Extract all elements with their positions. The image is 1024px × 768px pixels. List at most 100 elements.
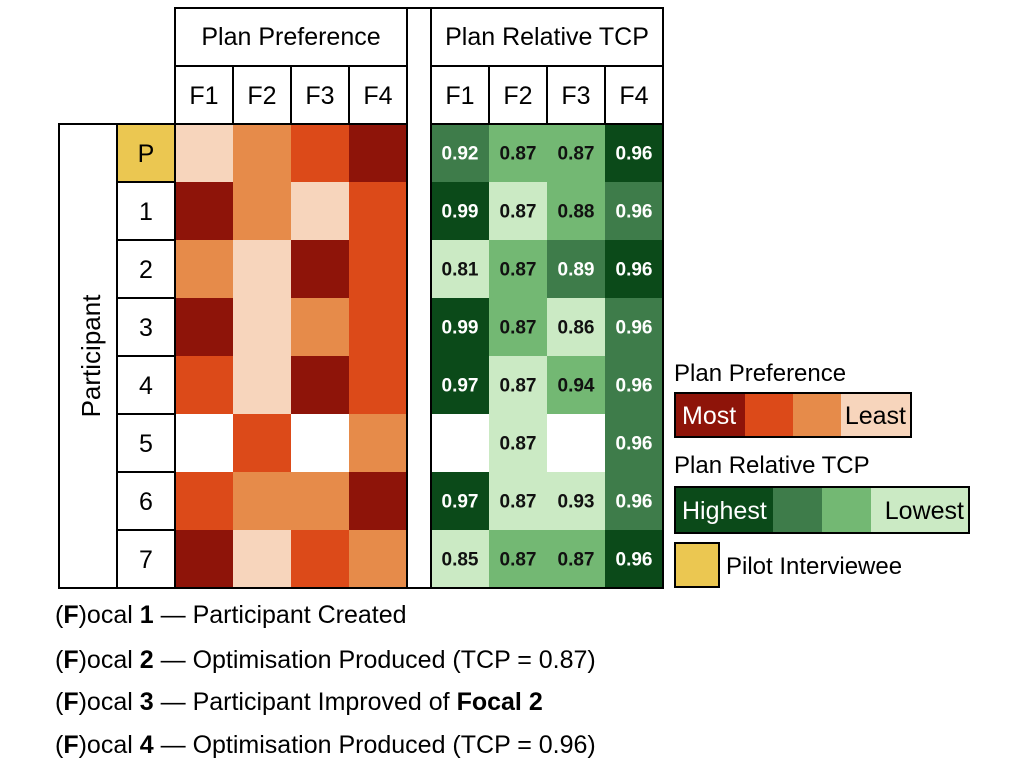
legend-tcp-lowest-label: Lowest xyxy=(884,497,964,525)
row-label-cell xyxy=(116,355,176,415)
legend-pref-second-swatch xyxy=(744,394,793,436)
preference-cell xyxy=(175,530,233,588)
tcp-cell xyxy=(547,356,605,414)
preference-cell xyxy=(349,182,407,240)
tcp-cell xyxy=(605,472,663,530)
row-label: 1 xyxy=(139,198,153,226)
footnote-part: ( xyxy=(55,688,64,716)
footnote-part: )ocal xyxy=(78,646,140,674)
tcp-value-label: 0.87 xyxy=(500,550,537,571)
footnote-part: Focal 2 xyxy=(456,688,543,716)
tcp-cell xyxy=(431,356,489,414)
preference-cell xyxy=(291,472,349,530)
legend-preference-title: Plan Preference xyxy=(674,360,847,387)
tcp-cell xyxy=(431,182,489,240)
preference-cell xyxy=(349,298,407,356)
tcp-cell xyxy=(605,298,663,356)
tcp-cell xyxy=(431,240,489,298)
preference-cell xyxy=(291,182,349,240)
tcp-value-label: 0.87 xyxy=(500,492,537,513)
footnote-part: F xyxy=(63,601,79,629)
tcp-cell xyxy=(605,530,663,588)
preference-cell xyxy=(291,240,349,298)
tcp-value-label: 0.94 xyxy=(558,376,595,397)
footnote-part: Participant Created xyxy=(192,601,407,629)
tcp-cell xyxy=(489,414,547,472)
tcp-value-label: 0.87 xyxy=(558,144,595,165)
legend-pref-least-swatch: Least xyxy=(841,394,910,436)
legend-pilot-label: Pilot Interviewee xyxy=(726,553,903,580)
tcp-cell xyxy=(431,298,489,356)
footnote-part: — xyxy=(153,646,193,674)
group-title: Plan Relative TCP xyxy=(445,23,649,51)
preference-cell xyxy=(291,356,349,414)
footnote-part: ( xyxy=(55,601,64,629)
tcp-value-label: 0.85 xyxy=(442,550,479,571)
tcp-value-label: 0.81 xyxy=(442,260,479,281)
preference-cell xyxy=(349,356,407,414)
tcp-value-label: 0.87 xyxy=(500,318,537,339)
tcp-value-label: 0.87 xyxy=(500,376,537,397)
preference-cell xyxy=(175,356,233,414)
preference-cell xyxy=(291,530,349,588)
tcp-value-label: 0.88 xyxy=(558,202,595,223)
tcp-cell xyxy=(431,530,489,588)
tcp-cell xyxy=(489,124,547,182)
preference-cell xyxy=(175,298,233,356)
legend-tcp-third-swatch xyxy=(822,488,871,532)
row-label-cell xyxy=(116,529,176,589)
tcp-cell xyxy=(547,240,605,298)
preference-cell xyxy=(349,124,407,182)
footnote-part: )ocal xyxy=(78,601,140,629)
footnote-part: )ocal xyxy=(78,731,140,759)
legend-tcp-highest-label: Highest xyxy=(682,497,767,525)
column-label: F1 xyxy=(445,82,474,110)
tcp-cell xyxy=(605,182,663,240)
preference-cell xyxy=(233,124,291,182)
tcp-cell xyxy=(489,298,547,356)
preference-cell xyxy=(175,472,233,530)
tcp-cell xyxy=(489,530,547,588)
footnote-part: 3 xyxy=(139,688,154,716)
footnote-line: (F)ocal 4 — Optimisation Produced (TCP =… xyxy=(55,731,596,759)
tcp-value-label: 0.97 xyxy=(442,492,479,513)
tcp-cell xyxy=(489,356,547,414)
preference-cell xyxy=(349,530,407,588)
tcp-value-label: 0.96 xyxy=(616,376,653,397)
row-label-cell xyxy=(116,297,176,357)
footnote-part: Participant Improved of xyxy=(192,688,457,716)
tcp-value-label: 0.96 xyxy=(616,202,653,223)
tcp-value-label: 0.93 xyxy=(558,492,595,513)
footnote-part: — xyxy=(153,688,193,716)
footnote-part: — xyxy=(153,601,193,629)
tcp-value-label: 0.89 xyxy=(558,260,595,281)
footnote-line: (F)ocal 3 — Participant Improved of Foca… xyxy=(55,688,543,716)
preference-cell xyxy=(233,298,291,356)
tcp-value-label: 0.87 xyxy=(500,202,537,223)
tcp-cell xyxy=(605,124,663,182)
preference-cell xyxy=(175,240,233,298)
row-label-cell xyxy=(116,239,176,299)
row-label: 2 xyxy=(139,256,153,284)
row-label-cell xyxy=(116,181,176,241)
tcp-value-label: 0.99 xyxy=(442,202,479,223)
legend-pref-most-swatch: Most xyxy=(676,394,745,436)
legend-tcp-title: Plan Relative TCP xyxy=(674,452,870,479)
tcp-value-label: 0.96 xyxy=(616,550,653,571)
row-label-cell xyxy=(116,123,176,183)
tcp-value-label: 0.86 xyxy=(558,318,595,339)
footnote-part: F xyxy=(63,731,79,759)
tcp-value-label: 0.99 xyxy=(442,318,479,339)
group-title: Plan Preference xyxy=(201,23,380,51)
column-label: F3 xyxy=(305,82,334,110)
tcp-value-label: 0.96 xyxy=(616,260,653,281)
heatmap-figure: Plan Preference F1 F2 F3 F4 Plan Relative TCP… xyxy=(58,7,664,589)
preference-cell xyxy=(291,298,349,356)
footnote-part: 4 xyxy=(139,731,154,759)
preference-cell xyxy=(233,414,291,472)
tcp-cell xyxy=(605,356,663,414)
row-label: P xyxy=(138,140,155,168)
preference-cell xyxy=(291,124,349,182)
footnote-part: ( xyxy=(55,731,64,759)
preference-cell xyxy=(349,414,407,472)
